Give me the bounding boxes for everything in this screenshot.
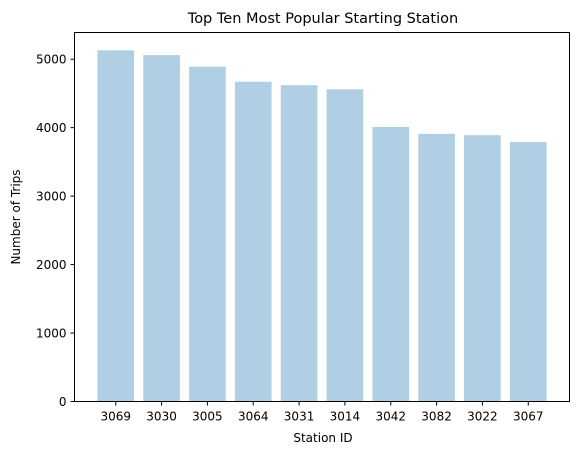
- chart-title: Top Ten Most Popular Starting Station: [187, 11, 458, 27]
- y-axis: 0 1000 2000 3000 4000 5000: [36, 53, 75, 409]
- y-axis-label: Number of Trips: [9, 169, 23, 264]
- y-tick-label: 4000: [36, 121, 67, 135]
- x-tick-label: 3005: [192, 410, 223, 424]
- bar-3005: [189, 66, 226, 402]
- x-tick-label: 3042: [375, 410, 406, 424]
- x-tick-label: 3067: [513, 410, 544, 424]
- bar-3031: [280, 85, 318, 402]
- x-tick-label: 3014: [330, 410, 361, 424]
- x-tick-label: 3022: [467, 410, 498, 424]
- bar-3082: [418, 133, 455, 402]
- bar-3067: [509, 142, 547, 402]
- bar-3014: [326, 89, 364, 402]
- x-axis-label: Station ID: [293, 431, 352, 445]
- y-tick-label: 3000: [36, 190, 67, 204]
- y-tick-label: 1000: [36, 327, 67, 341]
- bars-group: [97, 50, 547, 402]
- x-tick-label: 3064: [238, 410, 269, 424]
- x-tick-label: 3031: [284, 410, 315, 424]
- x-tick-label: 3069: [100, 410, 131, 424]
- y-tick-label: 5000: [36, 53, 67, 67]
- bar-3042: [372, 126, 410, 402]
- y-tick-label: 0: [59, 395, 67, 409]
- x-tick-label: 3030: [146, 410, 177, 424]
- x-axis: 3069 3030 3005 3064 3031 3014 3042 3082 3022 3067: [100, 401, 544, 424]
- y-tick-label: 2000: [36, 258, 67, 272]
- x-tick-label: 3082: [421, 410, 452, 424]
- bar-3030: [143, 55, 180, 402]
- bar-3069: [97, 50, 135, 402]
- bar-3064: [234, 81, 272, 402]
- bar-3022: [464, 135, 501, 402]
- plot-frame: [74, 32, 570, 402]
